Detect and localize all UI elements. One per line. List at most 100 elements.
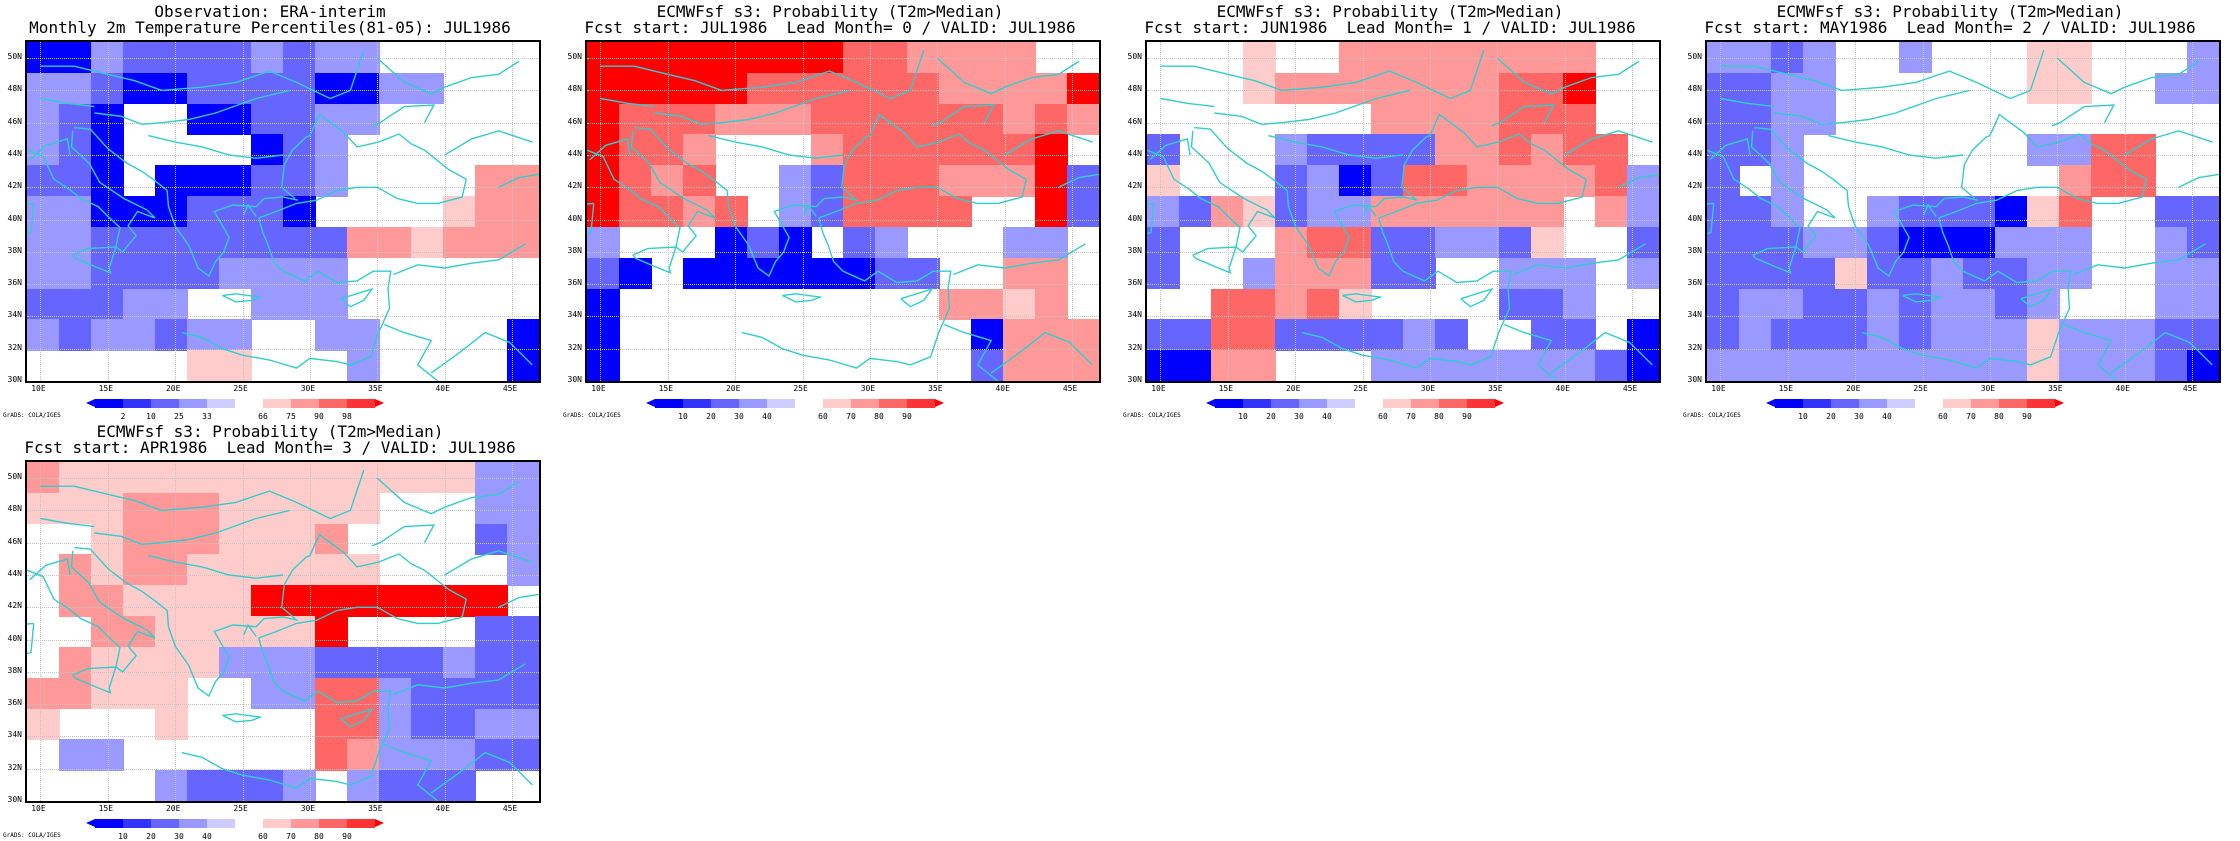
grid-cell: [59, 492, 92, 525]
grid-cell: [155, 770, 188, 801]
colorbar-label: 60: [258, 832, 268, 841]
grid-cell: [2059, 350, 2092, 381]
grid-cell: [347, 492, 380, 525]
y-tick-label: 36N: [7, 698, 22, 708]
coastline: [1707, 130, 1836, 253]
grid-cell: [1307, 165, 1340, 197]
grid-cell: [123, 554, 156, 586]
grid-cell: [1035, 196, 1068, 228]
grid-line: [1707, 348, 2219, 350]
grid-cell: [1275, 165, 1308, 197]
grid-cell: [155, 708, 188, 740]
grid-cell: [2123, 165, 2156, 197]
grid-cell: [347, 708, 380, 740]
grid-cell: [2027, 134, 2060, 166]
grid-line: [1147, 316, 1659, 318]
grid-line: [1707, 90, 2219, 92]
grads-credit: GrADS: COLA/IGES: [563, 412, 621, 419]
grid-cell: [315, 554, 348, 586]
grid-line: [587, 284, 1099, 286]
y-tick-label: 40N: [7, 633, 22, 643]
grid-cell: [443, 585, 476, 617]
grid-cell: [155, 616, 188, 648]
grid-cell: [1739, 226, 1772, 259]
colorbar-arrow-left: [1766, 399, 1775, 407]
grid-cell: [315, 72, 348, 105]
grid-cell: [123, 257, 156, 290]
grid-cell: [651, 196, 684, 228]
y-tick-label: 42N: [7, 181, 22, 191]
grid-cell: [251, 677, 284, 710]
grid-cell: [123, 226, 156, 259]
grid-cell: [1739, 103, 1772, 136]
grid-cell: [1803, 226, 1836, 259]
grid-cell: [91, 72, 124, 105]
coastline: [1378, 113, 1587, 219]
coastline: [148, 134, 284, 159]
grid-cell: [1467, 42, 1500, 74]
grads-credit: GrADS: COLA/IGES: [3, 412, 61, 419]
colorbar-segment: [123, 399, 151, 408]
grid-cell: [315, 462, 348, 494]
grid-cell: [347, 646, 380, 679]
grid-line: [1004, 42, 1006, 381]
colorbar-label: 10: [678, 412, 688, 421]
grid-cell: [219, 103, 252, 136]
grid-cell: [1739, 72, 1772, 105]
grid-cell: [875, 103, 908, 136]
grid-cell: [1771, 257, 1804, 290]
x-tick-label: 45E: [502, 804, 518, 813]
grid-line: [27, 348, 539, 350]
grid-cell: [907, 72, 940, 105]
grid-cell: [1931, 196, 1964, 228]
colorbar-segment: [123, 819, 151, 828]
grid-cell: [651, 103, 684, 136]
grid-cell: [1899, 319, 1932, 351]
grid-cell: [1899, 226, 1932, 259]
grid-cell: [1467, 103, 1500, 136]
grid-cell: [2059, 42, 2092, 74]
grid-cell: [1771, 72, 1804, 105]
grid-cell: [91, 42, 124, 74]
grid-cell: [91, 523, 124, 556]
grid-cell: [1499, 350, 1532, 381]
grid-cell: [123, 677, 156, 710]
grid-cell: [1339, 134, 1372, 166]
coastline: [1564, 130, 1653, 156]
grid-cell: [251, 288, 284, 320]
grid-cell: [683, 134, 716, 166]
grid-cell: [683, 257, 716, 290]
grid-line: [869, 42, 871, 381]
grid-cell: [1771, 350, 1804, 381]
coastline: [1513, 243, 1646, 276]
colorbar-segment: [1299, 399, 1327, 408]
y-tick-label: 40N: [1127, 213, 1142, 223]
grid-line: [1707, 381, 2219, 382]
panel-title: ECMWFsf s3: Probability (T2m>Median): [1776, 2, 2124, 21]
colorbar-label: 70: [1406, 412, 1416, 421]
grid-line: [27, 316, 539, 318]
x-tick-label: 30E: [300, 804, 316, 813]
grid-cell: [1435, 165, 1468, 197]
colorbar-segment: [179, 399, 207, 408]
colorbar-label: 10: [1238, 412, 1248, 421]
grid-cell: [123, 462, 156, 494]
coastline: [376, 477, 520, 515]
coastline: [27, 202, 35, 235]
y-tick-label: 36N: [7, 278, 22, 288]
grid-cell: [587, 257, 620, 290]
grid-cell: [379, 462, 412, 494]
map-panel: ECMWFsf s3: Probability (T2m>Median) Fcst…: [0, 420, 560, 841]
grid-line: [1147, 122, 1659, 124]
coastline: [74, 546, 298, 698]
colorbar-label: 90: [314, 412, 324, 421]
x-tick-label: 45E: [1062, 384, 1078, 393]
grid-cell: [475, 226, 508, 259]
grid-cell: [1035, 134, 1068, 166]
grid-cell: [475, 462, 508, 494]
coastline: [181, 331, 243, 356]
grid-line: [512, 462, 514, 801]
grid-cell: [939, 72, 972, 105]
grid-cell: [715, 196, 748, 228]
colorbar-segment: [1859, 399, 1887, 408]
